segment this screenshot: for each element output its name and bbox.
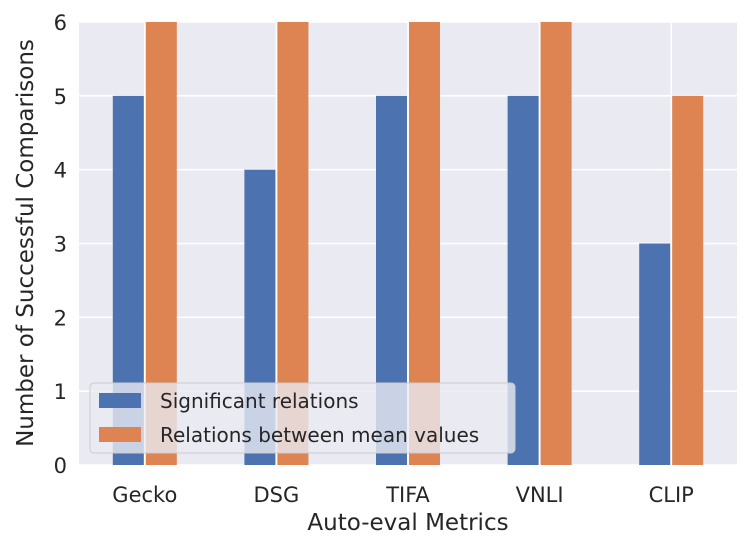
bar-clip-mean: [672, 95, 704, 465]
y-axis-label: Number of Successful Comparisons: [13, 39, 39, 447]
y-tick-label: 3: [54, 233, 67, 257]
legend-swatch-0: [99, 393, 141, 408]
x-tick-label: Gecko: [112, 483, 177, 507]
y-tick-label: 5: [54, 85, 67, 109]
x-tick-label: VNLI: [516, 483, 564, 507]
y-tick-labels: 0 1 2 3 4 5 6: [54, 11, 67, 478]
y-tick-label: 6: [54, 11, 67, 35]
x-tick-label: DSG: [254, 483, 300, 507]
x-axis-label: Auto-eval Metrics: [307, 510, 508, 536]
legend-box: [89, 382, 516, 454]
legend: Significant relations Relations between …: [89, 382, 516, 454]
y-tick-label: 4: [54, 159, 67, 183]
y-tick-label: 1: [54, 380, 67, 404]
legend-label-1: Relations between mean values: [160, 423, 479, 447]
x-tick-label: CLIP: [649, 483, 694, 507]
legend-label-0: Significant relations: [160, 389, 359, 413]
y-tick-label: 2: [54, 306, 67, 330]
x-tick-labels: Gecko DSG TIFA VNLI CLIP: [112, 483, 694, 507]
bar-clip-significant: [639, 243, 671, 465]
x-tick-label: TIFA: [385, 483, 430, 507]
bar-vnli-mean: [540, 22, 572, 465]
y-tick-label: 0: [54, 454, 67, 478]
legend-swatch-1: [99, 427, 141, 442]
